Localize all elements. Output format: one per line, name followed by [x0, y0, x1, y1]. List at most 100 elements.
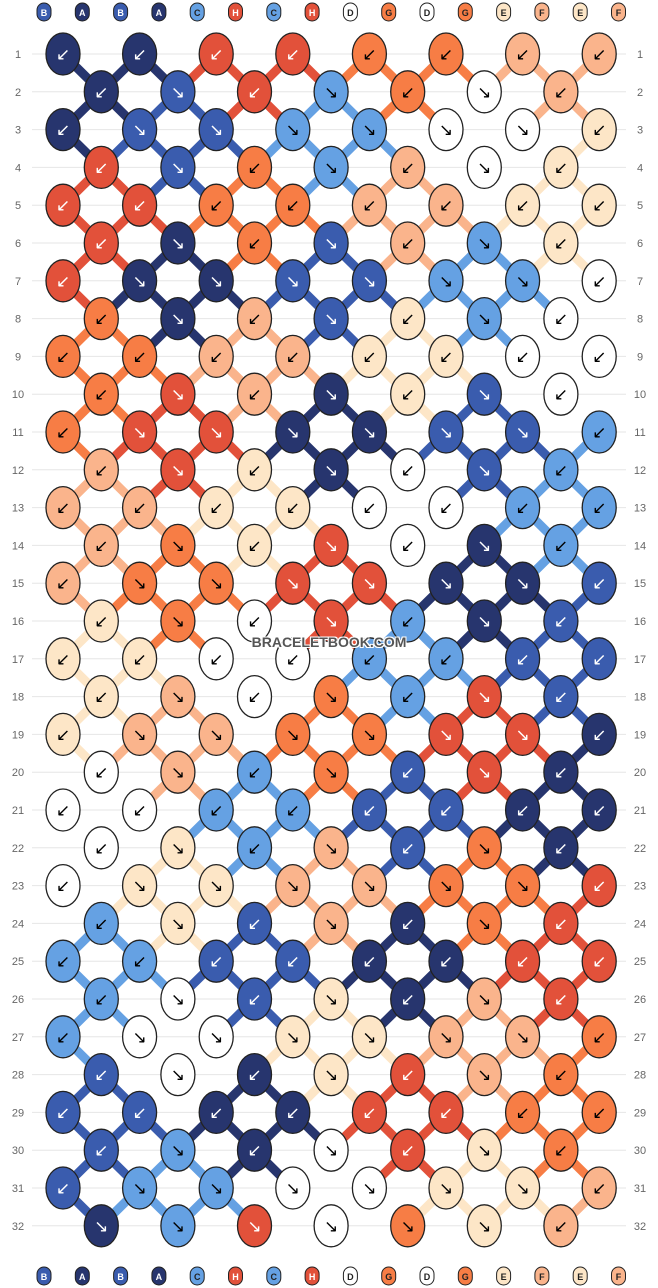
row-number-left: 21	[12, 805, 24, 817]
knot-oval	[504, 939, 541, 983]
string-label-top: F	[534, 2, 550, 22]
knot: ↙	[236, 523, 273, 568]
knot: ↘	[466, 70, 502, 114]
knot-oval	[543, 296, 579, 341]
knot-oval	[581, 32, 617, 76]
knot-oval	[504, 637, 541, 681]
string-pill	[304, 2, 320, 22]
knot: ↘	[313, 750, 349, 794]
row-number-right: 20	[634, 767, 646, 779]
knot: ↙	[83, 901, 119, 946]
knot: ↙	[504, 1090, 541, 1135]
knot-arrow: ↘	[209, 574, 223, 594]
knot: ↙	[236, 70, 273, 114]
knot: ↙	[351, 788, 388, 832]
knot-oval	[313, 826, 349, 870]
knot-arrow: ↙	[247, 688, 261, 708]
knot: ↙	[236, 826, 273, 870]
knot-arrow: ↙	[56, 574, 70, 594]
knot-oval	[466, 750, 502, 794]
knot: ↙	[45, 939, 81, 983]
row-number-right: 9	[637, 351, 643, 363]
knot-oval	[236, 977, 273, 1021]
knot-arrow: ↙	[592, 1103, 606, 1123]
string-pill	[266, 1266, 282, 1286]
knot-arrow: ↙	[94, 763, 108, 783]
knot-oval	[313, 1204, 349, 1248]
knot-arrow: ↙	[362, 952, 376, 972]
knot: ↘	[466, 221, 502, 265]
string-label-bottom: C	[189, 1266, 205, 1286]
knot: ↘	[160, 1204, 196, 1248]
knot-oval	[466, 1052, 502, 1097]
string-pill	[113, 2, 129, 22]
knot-oval	[121, 712, 158, 757]
knot-oval	[83, 977, 119, 1021]
knot-arrow: ↘	[439, 1179, 453, 1199]
string-letter: D	[424, 1272, 431, 1282]
knot-arrow: ↙	[56, 1028, 70, 1048]
knot: ↙	[236, 1052, 273, 1097]
row-number-right: 32	[634, 1221, 646, 1233]
knot: ↘	[160, 523, 196, 568]
knot-oval	[351, 107, 388, 152]
knot-arrow: ↘	[477, 385, 491, 405]
knot: ↘	[121, 863, 158, 908]
knot-arrow: ↙	[362, 801, 376, 821]
knot-oval	[428, 1015, 464, 1059]
row-number-right: 11	[634, 427, 645, 439]
string-label-top: E	[496, 2, 512, 22]
knot: ↘	[466, 599, 502, 643]
row-number-left: 32	[12, 1221, 24, 1233]
knot-oval	[351, 1015, 388, 1059]
knot-oval	[313, 750, 349, 794]
knot-oval	[466, 523, 502, 568]
string-letter-labels: B A B A C H C H D G D G E F E F B A B A C H C H D G D G E F E F	[36, 2, 626, 1286]
knot-oval	[428, 561, 464, 605]
string-pill	[534, 2, 550, 22]
knot-oval	[390, 70, 426, 114]
knot: ↙	[275, 788, 311, 832]
knot-arrow: ↘	[324, 310, 338, 330]
knot-arrow: ↘	[171, 158, 185, 178]
knot-arrow: ↙	[592, 1028, 606, 1048]
row-number-right: 1	[637, 49, 643, 61]
knot-arrow: ↙	[56, 499, 70, 519]
knot: ↘	[198, 410, 234, 454]
knot: ↙	[581, 334, 617, 379]
knot-arrow: ↙	[56, 650, 70, 670]
string-letter: G	[462, 8, 469, 18]
knot-oval	[543, 674, 579, 719]
string-pill	[457, 2, 473, 22]
knot-oval	[581, 1015, 617, 1059]
knot-oval	[45, 712, 81, 757]
row-number-right: 14	[634, 540, 646, 552]
knot-oval	[121, 107, 158, 152]
knot: ↘	[198, 712, 234, 757]
knot-arrow: ↘	[286, 574, 300, 594]
knot-arrow: ↙	[554, 461, 568, 481]
knot: ↘	[428, 107, 464, 152]
knot-arrow: ↙	[286, 801, 300, 821]
string-label-bottom: D	[419, 1266, 435, 1286]
knot-oval	[390, 1052, 426, 1097]
knot-arrow: ↙	[401, 385, 415, 405]
row-number-right: 17	[634, 654, 646, 666]
knot: ↙	[236, 221, 273, 265]
knot: ↙	[504, 32, 541, 76]
knot-oval	[351, 939, 388, 983]
knot-oval	[543, 1128, 579, 1172]
string-label-bottom: A	[74, 1266, 90, 1286]
knot-oval	[198, 1015, 234, 1059]
knot-arrow: ↘	[515, 574, 529, 594]
knot-oval	[390, 750, 426, 794]
knot-arrow: ↘	[209, 1179, 223, 1199]
knot-arrow: ↘	[324, 461, 338, 481]
knot-arrow: ↙	[94, 1141, 108, 1161]
knot-oval	[466, 674, 502, 719]
knot-oval	[236, 145, 273, 190]
string-label-top: G	[457, 2, 473, 22]
knot: ↘	[160, 1128, 196, 1172]
knot: ↙	[543, 750, 579, 794]
knot-oval	[351, 637, 388, 681]
